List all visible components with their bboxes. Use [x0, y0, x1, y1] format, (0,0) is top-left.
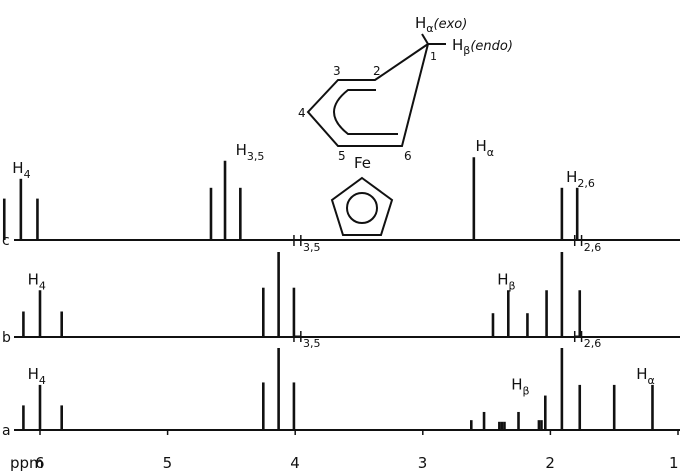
atom-label-6: 6	[404, 149, 412, 163]
trace-id-label: a	[2, 423, 11, 439]
h-endo-label: Hβ(endo)	[452, 36, 513, 57]
ring-outer-path	[306, 43, 429, 147]
x-tick-label: 4	[290, 454, 300, 471]
iron-label: Fe	[354, 154, 371, 172]
x-axis-unit-label: ppm	[10, 454, 44, 471]
x-axis: ppm 6 5 4 3 2 1	[10, 430, 679, 471]
peak-label: H2,6	[572, 328, 601, 350]
structure-labels: Hα(exo) Hβ(endo) 1 2 3 4 5 6 Fe	[298, 14, 513, 172]
peak-label: H3,5	[292, 328, 321, 350]
cyclopentadienyl-ring	[330, 176, 394, 236]
cyclopentadienyl-inner-circle	[346, 192, 378, 224]
h-exo-bond	[421, 33, 429, 45]
x-tick-label: 5	[163, 454, 173, 471]
peak-label: H4	[12, 159, 30, 181]
atom-label-3: 3	[333, 64, 341, 78]
x-tick-label: 1	[669, 454, 679, 471]
x-tick-label: 6	[35, 454, 45, 471]
atom-label-1: 1	[430, 50, 437, 63]
h-exo-label: Hα(exo)	[415, 14, 467, 35]
molecule-structure	[306, 33, 446, 236]
atom-label-4: 4	[298, 106, 306, 120]
atom-label-5: 5	[338, 149, 346, 163]
peak-label: H4	[28, 270, 46, 292]
trace-id-label: c	[2, 233, 10, 249]
peak-label: Hβ	[497, 270, 515, 292]
trace-id-label: b	[2, 330, 11, 346]
spectrum-trace-c: c H4 H3,5 Hα H2,6	[2, 137, 680, 249]
peak-label: H4	[28, 365, 46, 387]
peak-label: Hα	[636, 365, 655, 387]
atom-label-2: 2	[373, 64, 381, 78]
x-tick-label: 2	[545, 454, 555, 471]
ring-inner-arc	[333, 89, 398, 135]
peak-label: H3,5	[236, 141, 265, 163]
spectrum-trace-b: b H4 H3,5 Hβ H2,6	[2, 232, 680, 346]
peak-label: Hβ	[511, 376, 529, 398]
peak-label: H2,6	[572, 232, 601, 254]
peak-label: H2,6	[566, 168, 595, 190]
peak-label: H3,5	[292, 232, 321, 254]
spectrum-trace-a: a H4 H3,5 Hβ H2,6 Hα	[2, 328, 680, 439]
peak-label: Hα	[475, 137, 494, 159]
x-tick-label: 3	[418, 454, 428, 471]
spectra-group: c H4 H3,5 Hα H2,6 b H4 H3,5 Hβ H2,6 a H4 H3,5 Hβ H2,6 H…	[2, 137, 680, 439]
